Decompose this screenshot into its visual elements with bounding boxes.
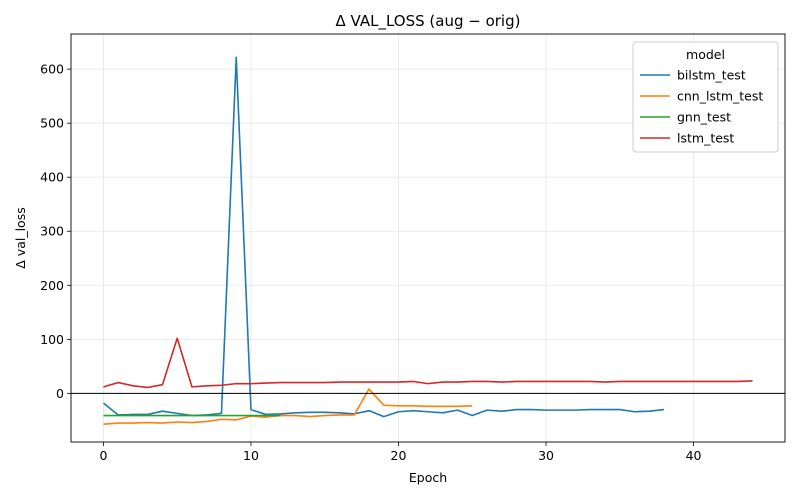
x-tick-label: 40 bbox=[686, 448, 702, 463]
legend: model bilstm_test cnn_lstm_test gnn_testls… bbox=[632, 41, 779, 153]
series-line-lstm-test bbox=[103, 337, 753, 389]
legend-label-gnn-test: gnn_test bbox=[677, 110, 731, 125]
y-tick-label: 0 bbox=[56, 386, 64, 401]
y-tick-label: 100 bbox=[40, 332, 64, 347]
y-axis-label: Δ val_loss bbox=[13, 207, 28, 268]
y-tick-label: 400 bbox=[40, 170, 64, 185]
series-line-cnn-lstm-test bbox=[103, 388, 473, 425]
x-tick-label: 10 bbox=[243, 448, 259, 463]
legend-label-lstm-test: lstm_test bbox=[677, 131, 734, 146]
chart-title: Δ VAL_LOSS (aug − orig) bbox=[336, 12, 521, 31]
x-tick-label: 20 bbox=[391, 448, 407, 463]
legend-title: model bbox=[686, 47, 725, 62]
y-tick-label: 300 bbox=[40, 224, 64, 239]
legend-label-bilstm-test: bilstm_test bbox=[677, 68, 746, 83]
y-tick-label: 600 bbox=[40, 62, 64, 77]
x-axis-label: Epoch bbox=[409, 470, 447, 485]
y-tick-label: 200 bbox=[40, 278, 64, 293]
plot-frame bbox=[70, 33, 786, 443]
plot-lines bbox=[71, 56, 785, 425]
legend-box bbox=[632, 41, 779, 153]
x-tick-label: 30 bbox=[538, 448, 554, 463]
y-tick-label: 500 bbox=[40, 116, 64, 131]
legend-label-cnn-lstm-test: cnn_lstm_test bbox=[677, 89, 763, 104]
x-tick-label: 0 bbox=[99, 448, 107, 463]
